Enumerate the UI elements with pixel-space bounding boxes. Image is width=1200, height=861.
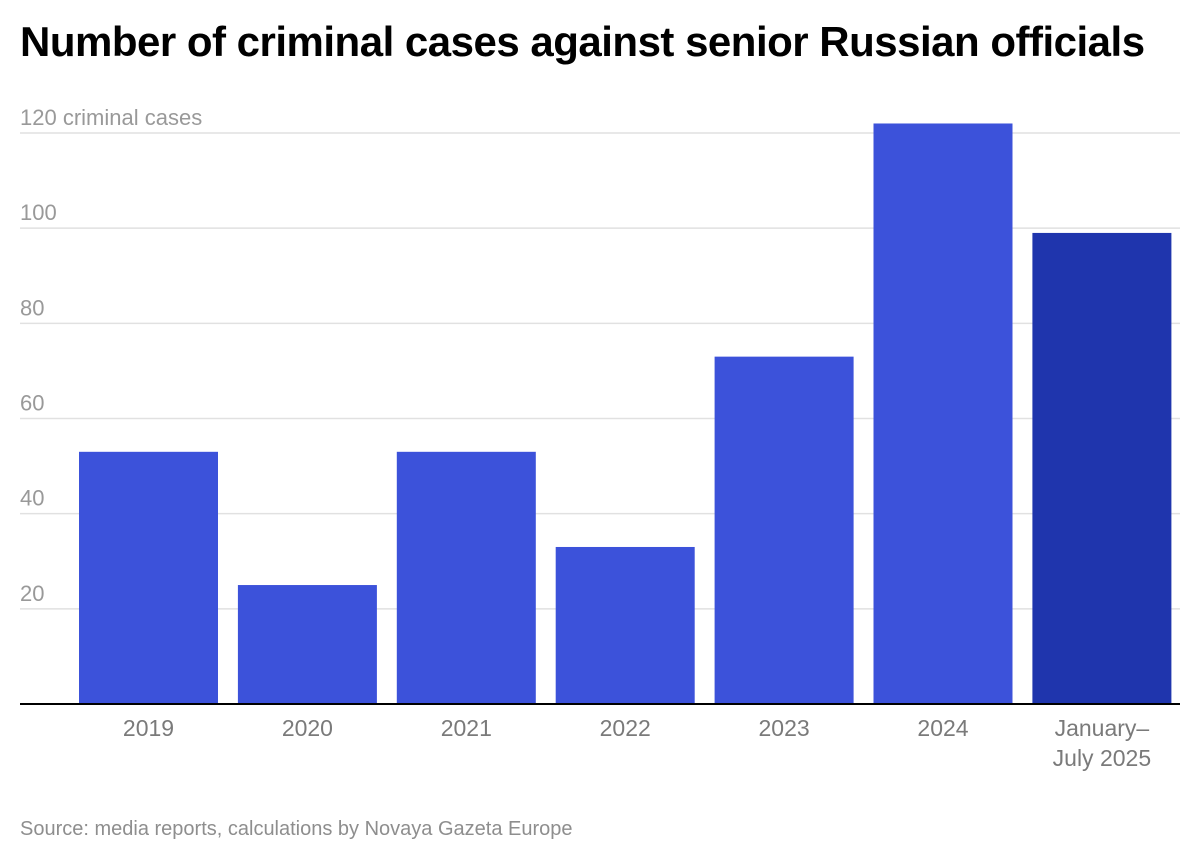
x-tick-label-4: 2023 bbox=[759, 715, 810, 741]
x-tick-label-line: 2021 bbox=[441, 715, 492, 741]
bar-5 bbox=[873, 123, 1013, 704]
x-tick-label-line: 2023 bbox=[759, 715, 810, 741]
bar-1 bbox=[237, 585, 377, 704]
x-tick-label-5: 2024 bbox=[917, 715, 968, 741]
x-tick-label-2: 2021 bbox=[441, 715, 492, 741]
bar-3 bbox=[555, 546, 695, 704]
y-tick-label-80: 80 bbox=[20, 295, 44, 320]
x-tick-label-6: January– July 2025 bbox=[1053, 715, 1151, 771]
y-tick-label-40: 40 bbox=[20, 486, 44, 511]
chart-title: Number of criminal cases against senior … bbox=[20, 18, 1145, 65]
bar-0 bbox=[79, 451, 218, 704]
y-tick-label-20: 20 bbox=[20, 581, 44, 606]
x-tick-label-1: 2020 bbox=[282, 715, 333, 741]
bar-4 bbox=[714, 356, 854, 704]
y-tick-label-100: 100 bbox=[20, 200, 57, 225]
bar-6 bbox=[1032, 232, 1172, 705]
y-tick-label-120: 120 criminal cases bbox=[20, 105, 202, 130]
bar-2 bbox=[396, 451, 536, 704]
source-note: Source: media reports, calculations by N… bbox=[20, 818, 573, 840]
x-tick-label-line: 2019 bbox=[123, 715, 174, 741]
x-tick-label-3: 2022 bbox=[600, 715, 651, 741]
x-tick-label-line: 2022 bbox=[600, 715, 651, 741]
x-tick-label-line: 2020 bbox=[282, 715, 333, 741]
y-tick-label-60: 60 bbox=[20, 391, 44, 416]
x-tick-label-line: 2024 bbox=[917, 715, 968, 741]
x-tick-label-0: 2019 bbox=[123, 715, 174, 741]
x-tick-label-line: July 2025 bbox=[1053, 745, 1151, 771]
x-tick-label-line: January– bbox=[1055, 715, 1150, 741]
